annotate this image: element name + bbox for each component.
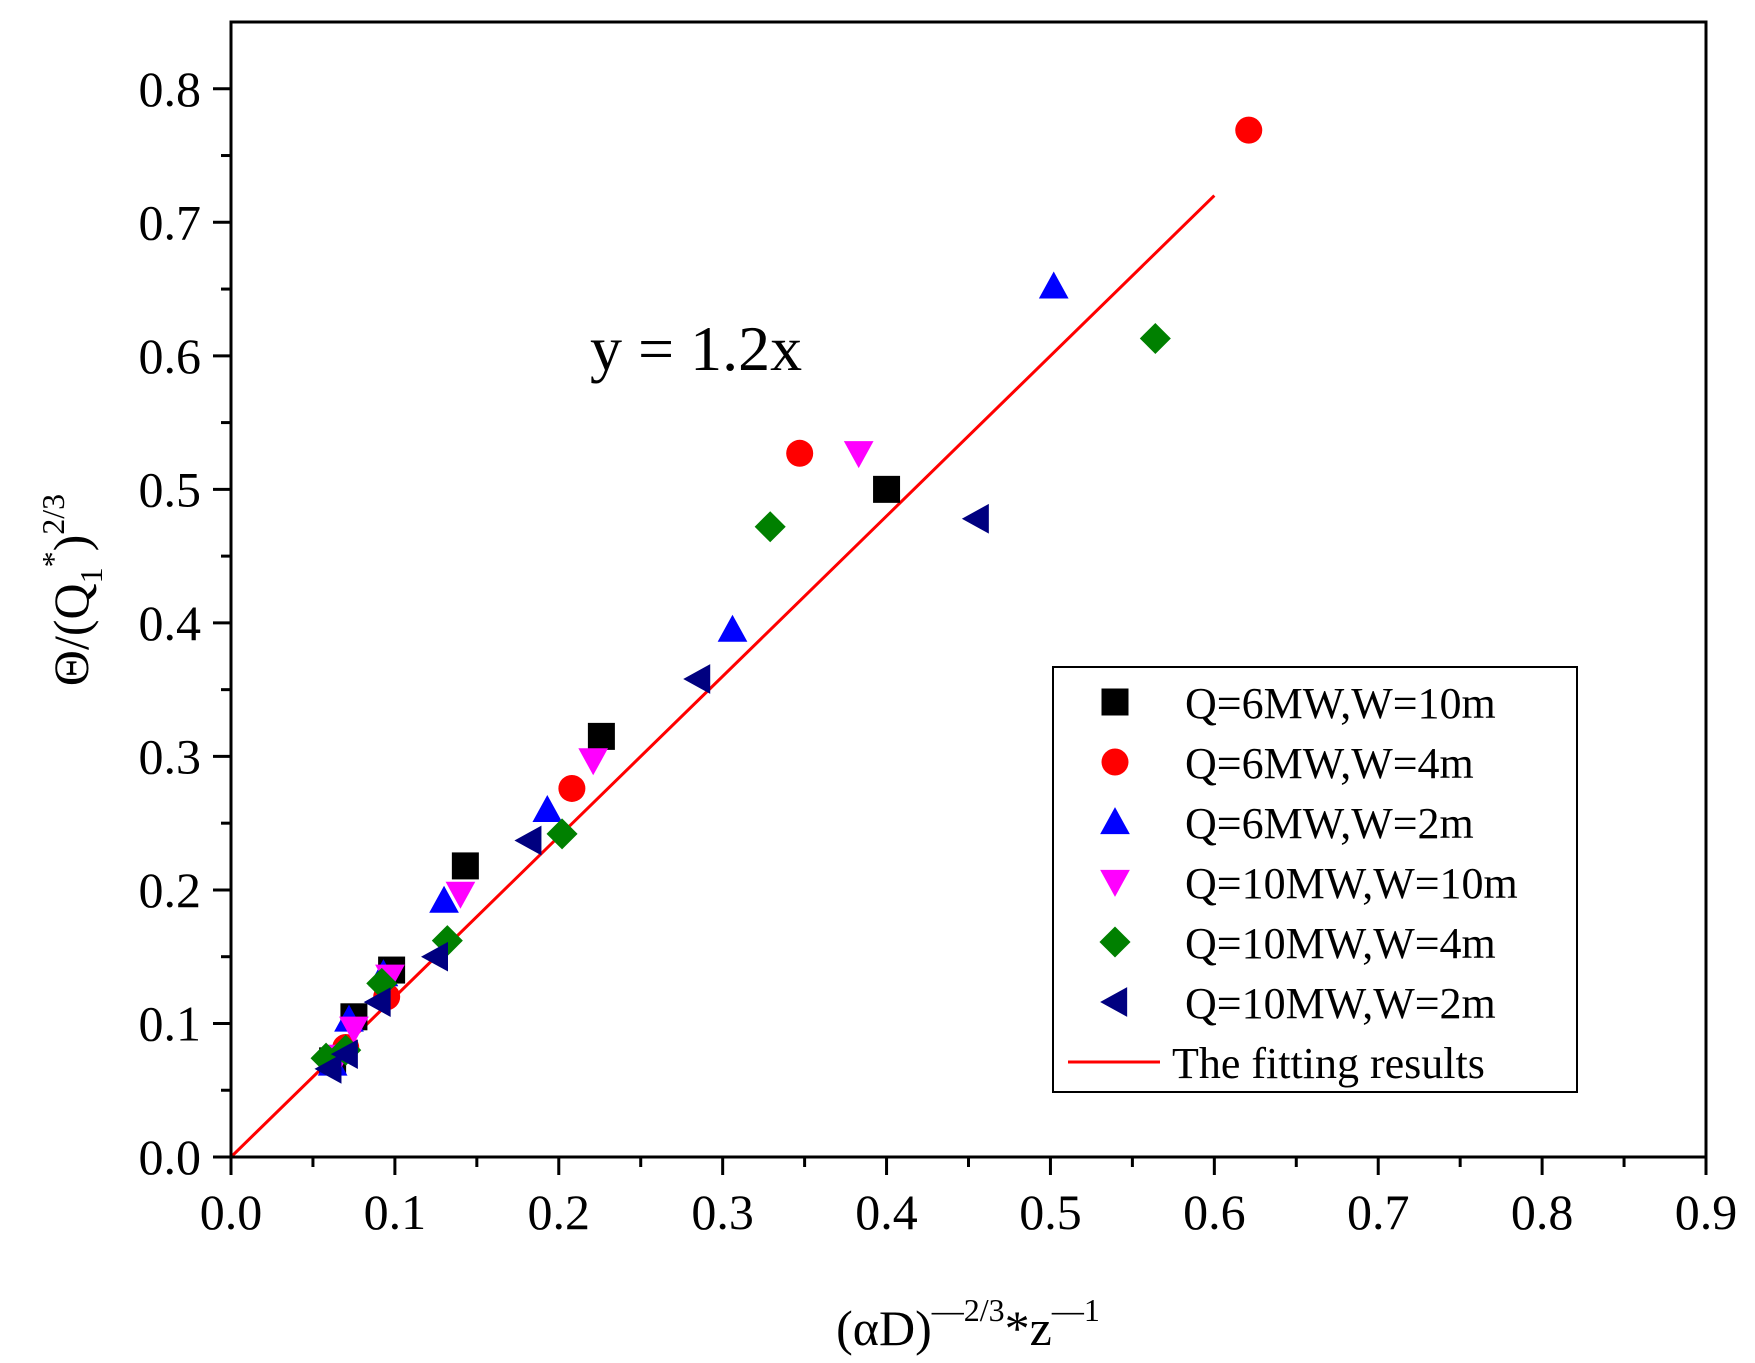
legend-marker	[1101, 688, 1129, 716]
data-point	[717, 614, 748, 642]
data-point	[786, 439, 814, 467]
legend-box	[1052, 666, 1578, 1093]
data-point	[1139, 322, 1171, 354]
data-point	[873, 475, 901, 503]
x-tick-label: 0.1	[364, 1184, 427, 1240]
data-point	[961, 503, 989, 534]
data-point	[514, 825, 542, 856]
data-point	[1235, 116, 1263, 144]
y-tick-label: 0.4	[139, 595, 202, 651]
x-tick-label: 0.0	[200, 1184, 263, 1240]
data-point	[683, 664, 711, 694]
data-point	[451, 852, 479, 880]
data-point	[558, 774, 586, 802]
data-point	[754, 511, 786, 543]
x-tick-label: 0.6	[1183, 1184, 1246, 1240]
y-tick-label: 0.3	[139, 728, 202, 784]
data-point	[532, 794, 563, 822]
data-point	[314, 1054, 342, 1084]
data-point	[587, 722, 615, 750]
legend-label: Q=10MW,W=10m	[1185, 859, 1518, 908]
legend-marker	[1100, 869, 1130, 897]
legend-label: Q=10MW,W=2m	[1185, 979, 1496, 1028]
x-tick-label: 0.4	[855, 1184, 918, 1240]
data-point	[546, 818, 578, 850]
data-point	[330, 1039, 358, 1070]
legend-label: Q=6MW,W=4m	[1185, 739, 1474, 788]
data-point	[363, 987, 391, 1017]
y-tick-label: 0.7	[139, 194, 202, 250]
data-point	[1038, 271, 1069, 299]
y-tick-label: 0.6	[139, 328, 202, 384]
data-point	[421, 941, 449, 972]
data-point	[339, 1016, 369, 1044]
legend-label: The fitting results	[1172, 1039, 1485, 1088]
x-axis-label: (αD)—2/3*z—1	[836, 1292, 1100, 1356]
x-tick-label: 0.7	[1347, 1184, 1410, 1240]
x-tick-label: 0.2	[528, 1184, 591, 1240]
y-tick-label: 0.8	[139, 61, 202, 117]
legend: Q=6MW,W=10m Q=6MW,W=4m Q=6MW,W=2m Q=10MW,W=…	[1052, 666, 1578, 1093]
data-point	[843, 441, 874, 469]
x-tick-label: 0.3	[691, 1184, 754, 1240]
data-point	[429, 885, 459, 913]
legend-marker	[1101, 748, 1129, 776]
y-tick-label: 0.0	[139, 1129, 202, 1185]
y-axis-label: Θ/(Q1*)2/3	[35, 494, 109, 686]
data-point	[366, 967, 398, 999]
legend-label: Q=6MW,W=2m	[1185, 799, 1474, 848]
legend-label: Q=10MW,W=4m	[1185, 919, 1496, 968]
x-tick-label: 0.9	[1675, 1184, 1738, 1240]
fit-equation-annotation: y = 1.2x	[590, 313, 802, 384]
x-tick-label: 0.8	[1511, 1184, 1574, 1240]
data-point	[578, 748, 609, 776]
data-point	[445, 881, 476, 909]
legend-marker	[1100, 987, 1128, 1017]
legend-marker	[1099, 926, 1131, 958]
y-tick-label: 0.2	[139, 862, 202, 918]
legend-marker	[1100, 807, 1130, 835]
x-tick-label: 0.5	[1019, 1184, 1082, 1240]
legend-label: Q=6MW,W=10m	[1185, 679, 1496, 728]
y-tick-label: 0.1	[139, 995, 202, 1051]
y-tick-label: 0.5	[139, 461, 202, 517]
